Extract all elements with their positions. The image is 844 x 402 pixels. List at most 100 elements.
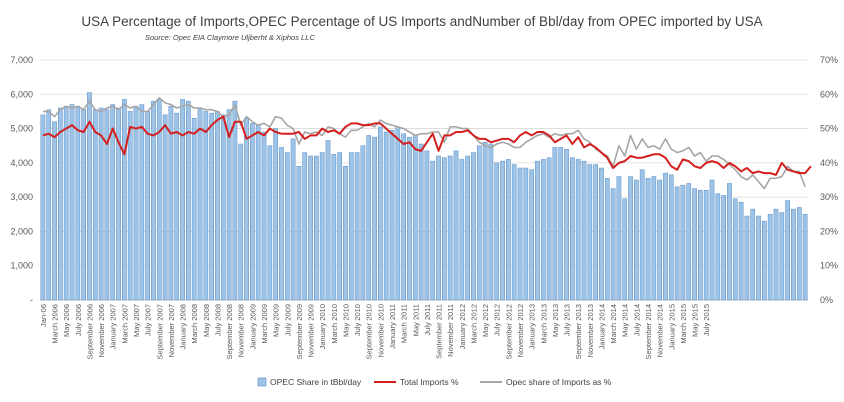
y-right-tick-label: 60% (820, 89, 838, 99)
bar (558, 147, 564, 301)
bar (750, 208, 756, 301)
bar (372, 136, 377, 301)
x-tick-label: March 2015 (679, 304, 688, 344)
bar (616, 176, 622, 301)
bar (69, 104, 75, 301)
bar (453, 150, 459, 301)
bar (46, 109, 52, 301)
series-line (42, 96, 806, 190)
bar (680, 184, 686, 301)
bar (168, 106, 174, 301)
bar (715, 193, 721, 301)
bar (156, 99, 162, 301)
bar (63, 106, 69, 301)
bar (261, 131, 267, 301)
bar (343, 166, 348, 301)
bar (465, 155, 470, 301)
bar (500, 160, 505, 301)
y-right-tick-label: 40% (820, 158, 838, 168)
y-left-tick-label: - (30, 295, 33, 305)
y-left-tick-label: 5,000 (10, 124, 33, 134)
bar (186, 100, 191, 301)
bar (127, 111, 133, 301)
bar (535, 160, 540, 301)
bar (424, 150, 430, 301)
x-tick-label: March 2011 (400, 304, 409, 343)
x-tick-label: July 2008 (213, 304, 222, 336)
bar (418, 143, 424, 301)
x-tick-label: July 2007 (144, 304, 153, 336)
bar (657, 179, 662, 301)
bar (325, 140, 331, 301)
y-left-tick-label: 7,000 (10, 55, 33, 65)
x-tick-label: July 2009 (283, 304, 292, 336)
x-axis-labels: Jan-06 March 2006 May 2006 July 2006 Septemb… (39, 304, 711, 359)
y-right-tick-label: 10% (820, 261, 838, 271)
bar (366, 135, 372, 301)
x-tick-label: May 2009 (272, 304, 281, 337)
x-tick-label: January 2007 (109, 304, 118, 349)
bar (337, 152, 342, 301)
bar (494, 162, 500, 301)
x-tick-label: September 2006 (85, 304, 94, 359)
bar (122, 99, 127, 301)
bar (476, 145, 482, 301)
x-tick-label: July 2006 (74, 304, 83, 336)
bar (634, 179, 639, 301)
bar (674, 186, 680, 301)
bar (599, 167, 604, 301)
bar (250, 123, 255, 301)
bar (191, 118, 197, 301)
x-tick-label: September 2011 (435, 304, 444, 359)
bar (506, 159, 511, 301)
x-tick-label: March 2013 (539, 304, 548, 344)
bar (540, 159, 546, 301)
bar (308, 155, 313, 301)
x-tick-label: November 2009 (307, 304, 316, 357)
x-tick-label: May 2006 (62, 304, 71, 337)
x-tick-label: July 2011 (423, 304, 432, 336)
bar (744, 215, 750, 301)
x-tick-label: September 2007 (155, 304, 164, 359)
bar (255, 124, 261, 301)
bar (622, 198, 628, 301)
bar (273, 128, 278, 301)
bar (116, 107, 121, 301)
bar (244, 118, 249, 301)
bar (727, 183, 732, 301)
x-tick-label: September 2010 (365, 304, 374, 359)
x-tick-label: November 2006 (97, 304, 106, 357)
bar (284, 152, 290, 301)
x-tick-label: May 2015 (691, 304, 700, 337)
x-tick-label: July 2012 (493, 304, 502, 336)
bar-series (40, 92, 808, 301)
bar (238, 143, 244, 301)
bar (139, 104, 145, 301)
y-left-tick-label: 6,000 (10, 89, 33, 99)
bar (87, 92, 92, 301)
bar (302, 152, 308, 301)
bar (686, 183, 692, 301)
bar (436, 155, 441, 301)
x-tick-label: January 2011 (388, 304, 397, 349)
bar (203, 111, 209, 301)
bar (773, 208, 779, 301)
x-tick-label: March 2008 (190, 304, 199, 344)
bar (767, 214, 773, 301)
bar (209, 112, 214, 301)
bar (81, 109, 86, 301)
bar (668, 174, 674, 301)
bar (133, 106, 139, 301)
bar (279, 147, 284, 301)
bar (663, 172, 668, 301)
bar (331, 154, 337, 301)
bar (75, 106, 81, 301)
x-tick-label: January 2010 (318, 304, 327, 349)
bar (92, 109, 98, 301)
bar (180, 99, 185, 301)
bar (517, 167, 523, 301)
bar (482, 142, 488, 301)
bar (738, 202, 744, 301)
y-left-tick-label: 2,000 (10, 226, 33, 236)
